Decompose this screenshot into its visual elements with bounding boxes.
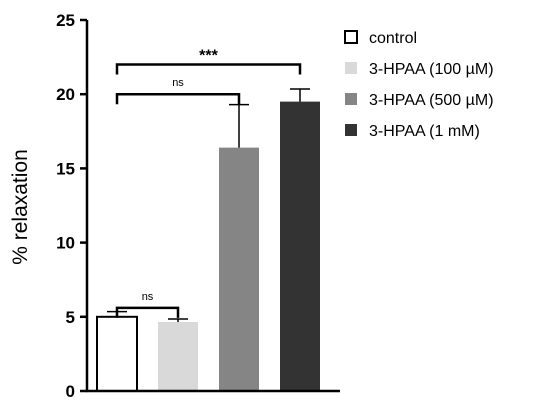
- legend-label: control: [369, 30, 417, 47]
- legend-label: 3-HPAA (1 mM): [369, 123, 480, 140]
- y-tick-label: 10: [56, 234, 75, 253]
- legend-swatch: [345, 93, 357, 105]
- y-axis-label: % relaxation: [9, 149, 32, 265]
- legend-label: 3-HPAA (100 µM): [369, 61, 494, 78]
- y-tick-label: 25: [56, 11, 75, 30]
- significance-bracket: [115, 92, 241, 105]
- significance-bracket: [115, 306, 180, 318]
- legend-swatch: [345, 62, 357, 74]
- bar: [158, 321, 198, 391]
- bar: [280, 101, 320, 392]
- bar: [96, 315, 138, 392]
- legend-swatch: [344, 30, 358, 44]
- y-tick-label: 15: [56, 159, 75, 178]
- significance-label: ns: [172, 77, 184, 89]
- y-tick-label: 5: [66, 308, 75, 327]
- bar: [219, 147, 259, 391]
- y-tick-label: 0: [66, 382, 75, 401]
- significance-label: ns: [142, 291, 154, 303]
- significance-label: ***: [199, 48, 218, 65]
- legend-label: 3-HPAA (500 µM): [369, 92, 494, 109]
- legend-swatch: [345, 124, 357, 136]
- y-tick-label: 20: [56, 85, 75, 104]
- significance-bracket: [115, 63, 302, 75]
